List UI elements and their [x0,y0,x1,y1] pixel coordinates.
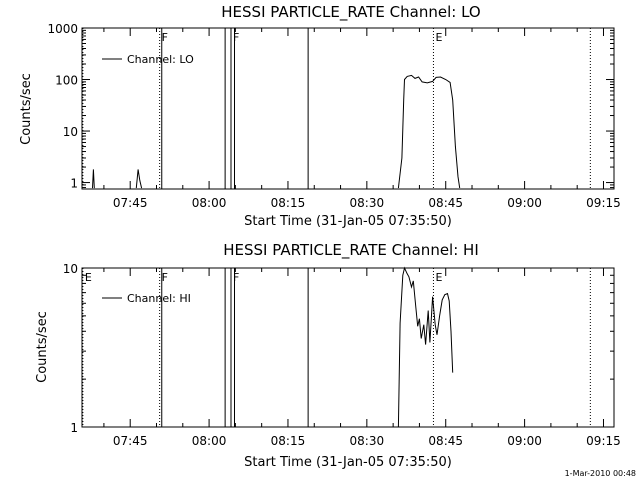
panel-lo-ytick-label: 10 [63,125,78,139]
panel-lo-xtick-label: 08:15 [271,196,306,210]
panel-hi-marker-label: E [85,271,92,284]
panel-hi-frame [81,267,615,428]
panel-hi-title: HESSI PARTICLE_RATE Channel: HI [223,241,479,260]
panel-hi-marker-label: E [435,271,442,284]
panel-lo-ytick-label: 100 [55,74,78,88]
panel-lo-xtick-label: 09:15 [586,196,621,210]
panel-lo-legend-label: Channel: LO [127,53,194,66]
panel-lo-frame [81,27,615,190]
panel-hi-xtick-label: 08:45 [428,434,463,448]
panel-lo-ytick-label: 1000 [47,22,78,36]
panel-lo-marker-label: E [435,31,442,44]
timestamp-stamp: 1-Mar-2010 00:48 [565,469,636,478]
panel-lo-xtick-label: 07:45 [113,196,148,210]
panel-lo-xtick-label: 09:00 [507,196,542,210]
panel-lo-marker-label: F [162,31,168,44]
panel-hi-ytick-label: 10 [63,262,78,276]
panel-lo-xtick-label: 08:45 [428,196,463,210]
panel-hi-marker-label: F [162,271,168,284]
panel-hi-xtick-label: 08:30 [350,434,385,448]
panel-hi: HESSI PARTICLE_RATE Channel: HI Start Ti… [35,241,621,470]
panel-lo-xtick-label: 08:30 [350,196,385,210]
panel-lo-series-line [397,74,461,189]
panel-hi-xtick-label: 08:15 [271,434,306,448]
panel-hi-series-line [397,266,454,428]
panel-hi-legend: Channel: HI [102,292,191,305]
panel-hi-ytick-label: 1 [70,421,78,435]
panel-lo-ytick-label: 1 [70,177,78,191]
panel-lo-series-line [135,169,143,189]
panel-lo-xlabel: Start Time (31-Jan-05 07:35:50) [244,214,452,229]
panel-lo-series-line [92,169,95,189]
panel-hi-marker-label: F [233,271,239,284]
panel-hi-ylabel: Counts/sec [35,311,50,383]
panel-hi-legend-label: Channel: HI [127,292,191,305]
panel-hi-xtick-label: 07:45 [113,434,148,448]
panel-hi-xlabel: Start Time (31-Jan-05 07:35:50) [244,455,452,470]
panel-lo-xtick-label: 08:00 [192,196,227,210]
panel-lo-title: HESSI PARTICLE_RATE Channel: LO [221,3,480,22]
panel-lo-ylabel: Counts/sec [19,73,34,145]
panel-lo: HESSI PARTICLE_RATE Channel: LO Start Ti… [19,3,621,229]
panel-hi-xtick-label: 08:00 [192,434,227,448]
panel-lo-legend: Channel: LO [102,53,194,66]
panel-hi-xtick-label: 09:15 [586,434,621,448]
panel-hi-xtick-label: 09:00 [507,434,542,448]
panel-lo-marker-label: F [233,31,239,44]
